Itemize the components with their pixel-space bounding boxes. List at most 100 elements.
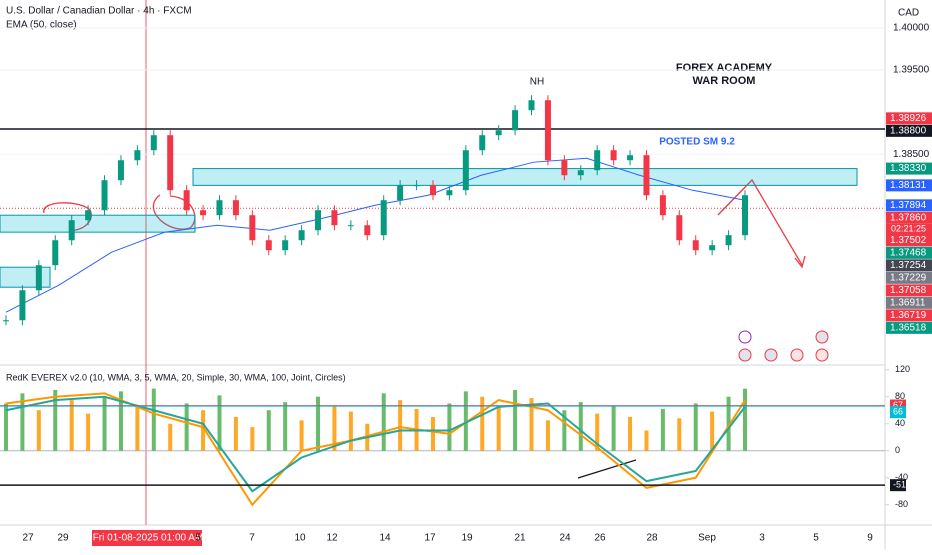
candle-body — [742, 195, 748, 236]
indicator-tick-label: 80 — [895, 391, 905, 401]
candle-body — [397, 185, 404, 201]
candle-body — [462, 150, 469, 191]
candle-body — [479, 135, 486, 151]
indicator-tick-label: -80 — [895, 499, 908, 509]
candle-body — [3, 320, 9, 322]
candle-body — [347, 225, 354, 227]
price-label-bg — [886, 309, 932, 322]
candle-body — [610, 150, 617, 161]
histogram-bar — [135, 406, 140, 451]
price-label: 1.37860 — [890, 212, 927, 223]
histogram-bar — [36, 410, 41, 451]
drawing — [794, 255, 806, 269]
histogram-bar — [381, 393, 386, 451]
price-label: 1.38131 — [890, 180, 927, 191]
price-label: 1.37229 — [890, 272, 927, 283]
candle-body — [134, 150, 141, 161]
x-tick-label: 3 — [759, 533, 765, 544]
histogram-bar — [513, 389, 518, 451]
zone — [0, 266, 51, 288]
event-icons — [738, 330, 829, 362]
histogram-bar — [430, 416, 435, 451]
x-tick-label: 7 — [249, 533, 255, 544]
candle-body — [68, 220, 75, 241]
histogram-bar — [299, 420, 304, 451]
candle-body — [528, 100, 535, 111]
candle-body — [413, 185, 420, 187]
x-tick-label: 17 — [424, 533, 436, 544]
indicator-title: RedK EVEREX v2.0 (10, WMA, 3, 5, WMA, 20… — [6, 372, 346, 382]
histogram-bar — [316, 396, 321, 451]
ema-line — [5, 157, 746, 313]
histogram-bar — [348, 411, 353, 451]
price-label: 1.38330 — [890, 163, 927, 174]
x-tick-label: 5 — [813, 533, 819, 544]
x-tick-label: 21 — [514, 533, 526, 544]
candle-body — [725, 235, 732, 246]
x-tick-label: Fri 01-08-2025 01:00 AM — [93, 533, 204, 544]
histogram-bar — [710, 411, 715, 451]
price-label-bg — [886, 162, 932, 175]
histogram-bar — [233, 416, 238, 451]
histogram-bar — [726, 396, 731, 451]
candle-body — [577, 170, 584, 176]
candle-body — [265, 240, 272, 251]
drawing — [577, 459, 637, 479]
indicator-label: -51 — [893, 480, 906, 490]
histogram-bar — [53, 389, 58, 451]
annotation: WAR ROOM — [693, 75, 756, 87]
price-label-bg — [886, 271, 932, 284]
histogram-bar — [660, 408, 665, 451]
price-label: 1.38800 — [890, 125, 927, 136]
x-tick-label: 28 — [646, 533, 658, 544]
histogram-bar — [480, 396, 485, 451]
histogram-bar — [496, 406, 501, 451]
candle-body — [676, 215, 683, 241]
countdown-bg — [886, 223, 932, 235]
x-tick-label: 24 — [559, 533, 571, 544]
price-label-bg — [886, 284, 932, 297]
price-label-bg — [886, 211, 932, 224]
x-tick-label: 19 — [461, 533, 473, 544]
histogram-bar — [398, 400, 403, 451]
histogram-bar — [562, 410, 567, 451]
subtitle: EMA (50, close) — [6, 20, 77, 31]
histogram-bar — [578, 402, 583, 451]
candle-body — [232, 200, 239, 216]
histogram-bar — [283, 402, 288, 451]
candle-body — [446, 190, 453, 196]
candle-body — [544, 100, 551, 161]
histogram-bar — [217, 395, 222, 451]
histogram-bar — [69, 400, 74, 451]
histogram-bar — [644, 430, 649, 451]
histogram-bar — [611, 406, 616, 451]
candle-body — [364, 225, 371, 236]
histogram-bar — [595, 413, 600, 451]
candle-body — [561, 160, 568, 176]
candle-body — [512, 110, 519, 131]
indicator-tick-label: 0 — [895, 445, 900, 455]
drawing — [43, 202, 92, 231]
histogram-bar — [201, 410, 206, 451]
price-label: 1.37502 — [890, 235, 927, 246]
indicator-label-bg — [890, 479, 906, 492]
zone — [192, 168, 858, 186]
price-label: 1.36911 — [890, 297, 926, 308]
price-label-bg — [886, 259, 932, 272]
x-tick-label: 29 — [57, 533, 69, 544]
zone — [0, 214, 196, 233]
candle-body — [643, 155, 650, 196]
histogram-bar — [463, 391, 468, 451]
x-tick-label: 12 — [326, 533, 338, 544]
candle-body — [85, 210, 92, 221]
histogram-bar — [168, 423, 173, 451]
candle-body — [200, 210, 207, 216]
histogram-bar — [266, 410, 271, 451]
price-label: 1.37254 — [890, 260, 927, 271]
candle-body — [692, 240, 699, 251]
histogram-bar — [332, 406, 337, 451]
candle-body — [52, 240, 59, 266]
indicator-tick-label: 40 — [895, 418, 905, 428]
indicator-tick-label: -40 — [895, 472, 908, 482]
